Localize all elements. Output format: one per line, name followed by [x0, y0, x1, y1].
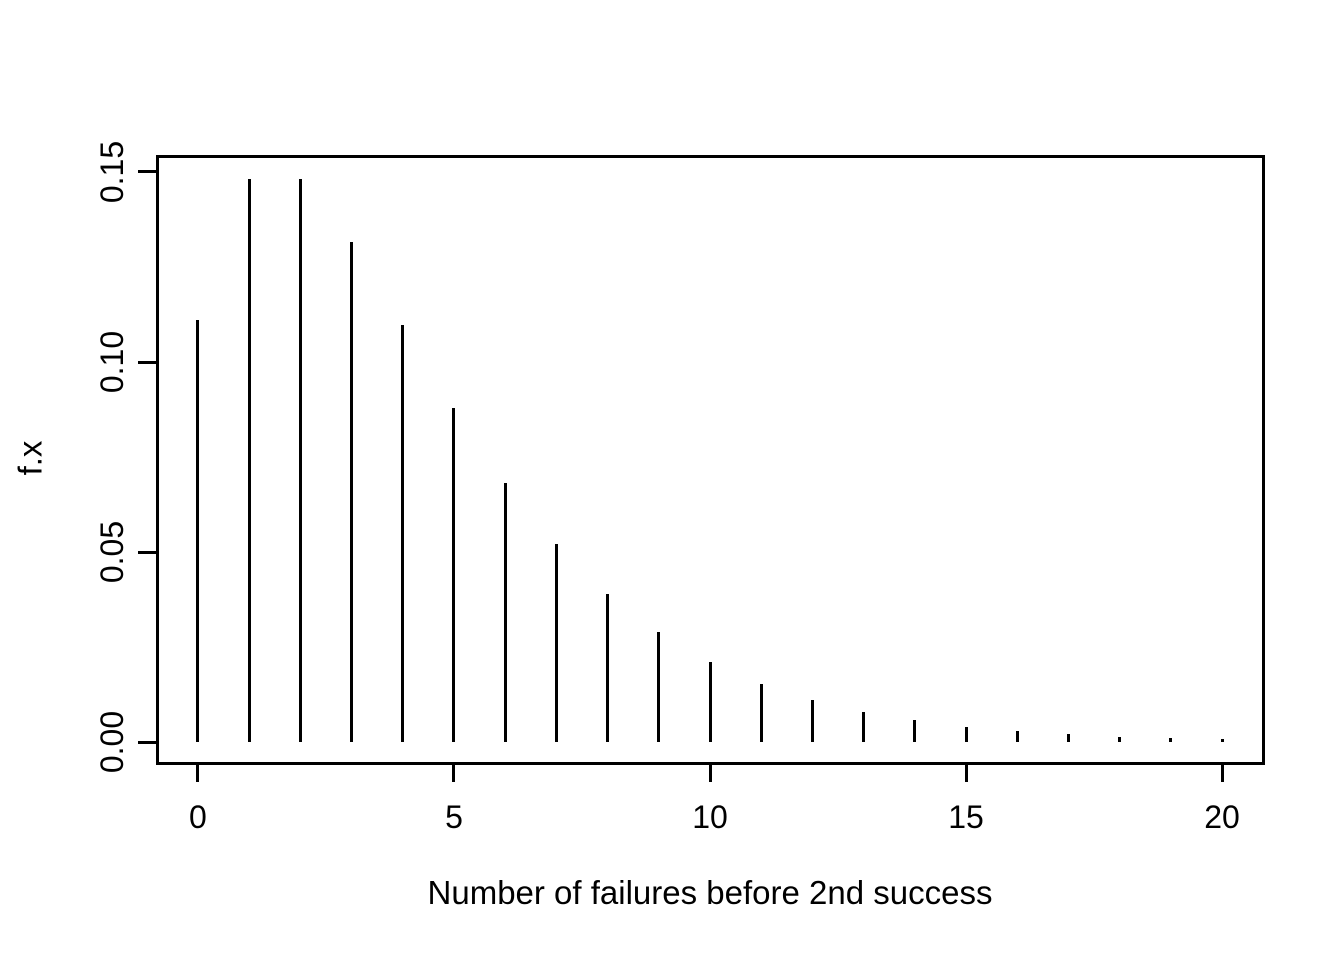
- y-axis-tick-0.00: [138, 740, 157, 744]
- x-axis-tick-label: 20: [1204, 799, 1240, 835]
- y-axis-tick-label: 0.05: [94, 520, 130, 584]
- pmf-spike-x15: [964, 726, 968, 743]
- y-axis-tick-0.05: [138, 550, 157, 554]
- pmf-spike-x13: [862, 711, 866, 743]
- x-axis-tick-5: [452, 763, 456, 782]
- y-axis-tick-0.10: [138, 360, 157, 364]
- x-axis-tick-label: 5: [445, 799, 463, 835]
- x-axis-tick-label: 10: [692, 799, 728, 835]
- y-axis-tick-0.15: [138, 170, 157, 174]
- pmf-spike-x10: [708, 661, 712, 743]
- x-axis-tick-label: 15: [948, 799, 984, 835]
- pmf-spike-x7: [554, 544, 558, 743]
- pmf-spike-x0: [196, 319, 200, 743]
- x-axis-title: Number of failures before 2nd success: [427, 874, 993, 911]
- y-axis-title: f.x: [11, 440, 49, 476]
- pmf-spike-x16: [1015, 731, 1019, 743]
- pmf-spike-x12: [810, 699, 814, 743]
- x-axis-tick-20: [1220, 763, 1224, 782]
- x-axis-tick-label: 0: [189, 799, 207, 835]
- pmf-spike-x11: [759, 683, 763, 743]
- pmf-spike-x20: [1220, 739, 1224, 743]
- pmf-spike-x4: [401, 324, 405, 743]
- y-axis-tick-label: 0.00: [94, 710, 130, 774]
- pmf-spike-x14: [913, 720, 917, 743]
- pmf-spike-x17: [1066, 734, 1070, 743]
- pmf-spike-x6: [503, 482, 507, 743]
- pmf-spike-x3: [350, 241, 354, 743]
- x-axis-tick-15: [964, 763, 968, 782]
- pmf-spike-x1: [247, 178, 251, 743]
- x-axis-tick-10: [708, 763, 712, 782]
- pmf-spike-x19: [1169, 738, 1173, 743]
- y-axis-tick-label: 0.10: [94, 330, 130, 394]
- pmf-spike-x9: [657, 632, 661, 743]
- pmf-spike-x2: [298, 178, 302, 743]
- pmf-spike-x5: [452, 408, 456, 743]
- y-axis-tick-label: 0.15: [94, 140, 130, 204]
- pmf-spike-x18: [1118, 736, 1122, 743]
- x-axis-tick-0: [196, 763, 200, 782]
- pmf-spike-x8: [606, 593, 610, 743]
